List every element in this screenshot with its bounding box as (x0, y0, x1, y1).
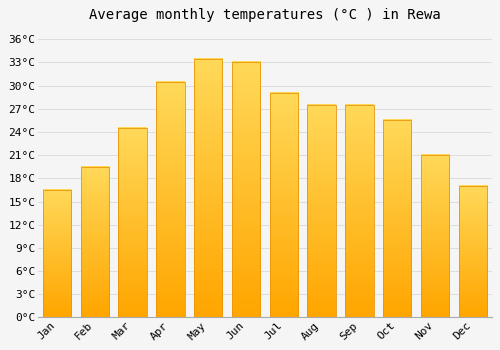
Bar (421, 155, 449, 317)
Bar (308, 105, 336, 317)
Title: Average monthly temperatures (°C ) in Rewa: Average monthly temperatures (°C ) in Re… (89, 8, 441, 22)
Bar (156, 82, 184, 317)
Bar (345, 105, 374, 317)
Bar (232, 62, 260, 317)
Bar (383, 120, 412, 317)
Bar (194, 58, 222, 317)
Bar (458, 186, 487, 317)
Bar (270, 93, 298, 317)
Bar (43, 190, 71, 317)
Bar (118, 128, 147, 317)
Bar (80, 167, 109, 317)
